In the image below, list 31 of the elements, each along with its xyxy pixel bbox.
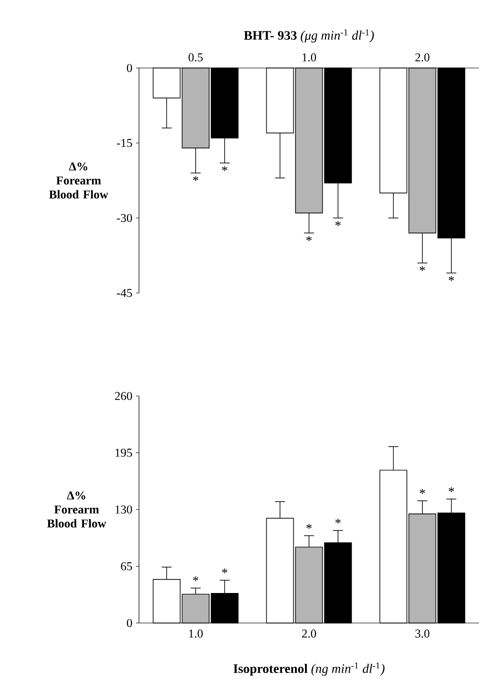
- y-tick-label: -30: [116, 214, 132, 222]
- y-tick-label: 0: [126, 618, 132, 628]
- data-label: *: [306, 236, 312, 241]
- data-label: *: [448, 487, 454, 492]
- y-tick-label: 260: [115, 392, 132, 400]
- chart-title: BHT- 933 (μg min$^{-1}$ dl$^{-1}$): [244, 29, 374, 42]
- data-label: *: [420, 489, 425, 494]
- data-label: *: [420, 266, 425, 271]
- x-tick-label: 1.0: [189, 630, 203, 638]
- y-tick-label: -15: [116, 138, 132, 148]
- data-label: *: [448, 276, 454, 281]
- y-axis-title: Δ% Forearm Blood Flow: [47, 491, 106, 528]
- y-tick-label: 65: [120, 562, 132, 570]
- x-tick-label: 1.0: [302, 53, 316, 62]
- x-tick-label: 0.5: [188, 53, 203, 62]
- data-label: *: [222, 568, 228, 574]
- x-axis-title: Isoproterenol (ng min$^{-1}$ dl$^{-1}$): [234, 662, 385, 676]
- y-tick-label: 130: [116, 505, 132, 514]
- x-tick-label: 2.0: [415, 53, 430, 62]
- data-label: *: [306, 524, 312, 529]
- y-tick-label: 0: [126, 64, 132, 72]
- data-label: *: [335, 221, 341, 226]
- data-label: *: [335, 518, 341, 524]
- x-tick-label: 2.0: [302, 630, 316, 638]
- y-tick-label: -45: [116, 288, 132, 297]
- data-label: *: [193, 176, 198, 181]
- data-label: *: [222, 166, 228, 171]
- data-label: *: [193, 576, 198, 582]
- y-axis-title: Δ% Forearm Blood Flow: [49, 162, 108, 199]
- y-tick-label: 195: [116, 448, 132, 457]
- x-tick-label: 3.0: [415, 630, 430, 638]
